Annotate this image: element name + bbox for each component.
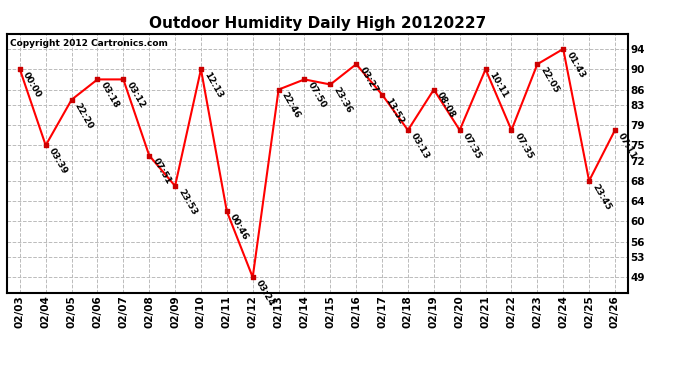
Point bbox=[40, 142, 51, 148]
Point bbox=[92, 76, 103, 82]
Text: 22:05: 22:05 bbox=[539, 66, 561, 95]
Point bbox=[402, 127, 413, 133]
Text: 10:11: 10:11 bbox=[487, 70, 509, 100]
Text: Copyright 2012 Cartronics.com: Copyright 2012 Cartronics.com bbox=[10, 39, 168, 48]
Point bbox=[480, 66, 491, 72]
Text: 08:08: 08:08 bbox=[435, 91, 457, 120]
Point bbox=[506, 127, 517, 133]
Point bbox=[195, 66, 206, 72]
Text: 07:50: 07:50 bbox=[306, 81, 328, 110]
Point bbox=[144, 153, 155, 159]
Text: 23:53: 23:53 bbox=[177, 188, 199, 217]
Point bbox=[532, 61, 543, 67]
Text: 00:00: 00:00 bbox=[21, 70, 43, 99]
Point bbox=[377, 92, 388, 98]
Text: 23:45: 23:45 bbox=[591, 182, 613, 212]
Point bbox=[170, 183, 181, 189]
Text: 03:18: 03:18 bbox=[99, 81, 121, 110]
Text: 23:36: 23:36 bbox=[332, 86, 354, 115]
Text: 01:43: 01:43 bbox=[564, 50, 586, 80]
Text: 07:35: 07:35 bbox=[513, 132, 535, 161]
Point bbox=[584, 178, 595, 184]
Text: 22:20: 22:20 bbox=[73, 101, 95, 130]
Point bbox=[273, 87, 284, 93]
Text: 07:51: 07:51 bbox=[150, 157, 172, 186]
Text: 03:24: 03:24 bbox=[254, 279, 276, 308]
Text: 07:11: 07:11 bbox=[616, 132, 638, 161]
Point bbox=[66, 97, 77, 103]
Text: 13:52: 13:52 bbox=[384, 96, 406, 125]
Text: 03:39: 03:39 bbox=[47, 147, 69, 176]
Point bbox=[247, 274, 258, 280]
Text: 07:35: 07:35 bbox=[461, 132, 483, 161]
Point bbox=[299, 76, 310, 82]
Point bbox=[351, 61, 362, 67]
Point bbox=[325, 81, 336, 87]
Text: 03:13: 03:13 bbox=[409, 132, 431, 161]
Point bbox=[609, 127, 620, 133]
Text: 00:46: 00:46 bbox=[228, 213, 250, 242]
Text: 03:12: 03:12 bbox=[125, 81, 147, 110]
Point bbox=[118, 76, 129, 82]
Point bbox=[454, 127, 465, 133]
Point bbox=[558, 46, 569, 52]
Text: 12:13: 12:13 bbox=[202, 70, 224, 100]
Point bbox=[221, 209, 233, 214]
Point bbox=[14, 66, 26, 72]
Point bbox=[428, 87, 440, 93]
Text: 03:27: 03:27 bbox=[357, 66, 380, 95]
Title: Outdoor Humidity Daily High 20120227: Outdoor Humidity Daily High 20120227 bbox=[149, 16, 486, 31]
Text: 22:46: 22:46 bbox=[280, 91, 302, 120]
